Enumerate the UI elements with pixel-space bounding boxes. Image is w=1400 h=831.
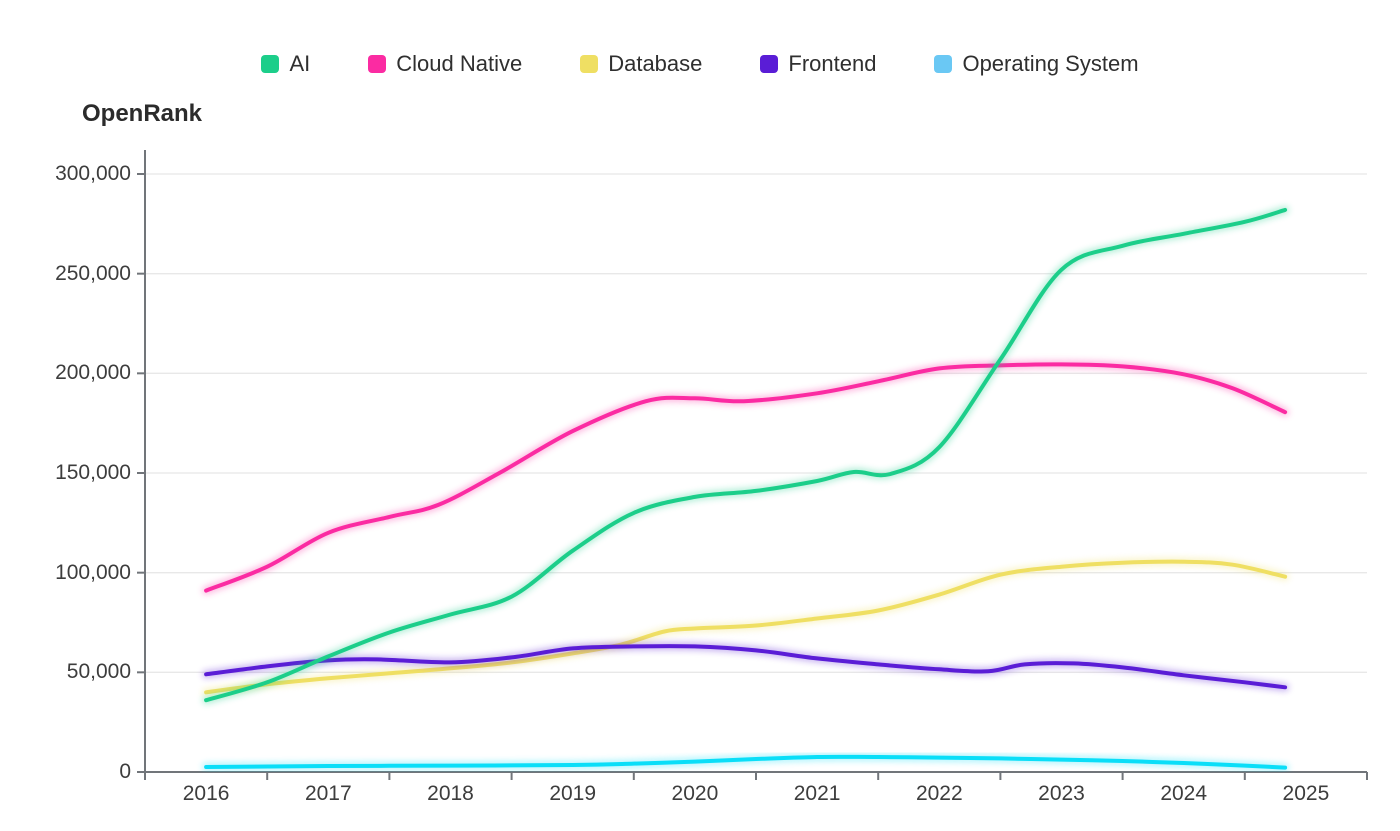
y-axis-label: 150,000 xyxy=(55,461,131,484)
y-axis-label: 300,000 xyxy=(55,162,131,185)
series-line-operating-system xyxy=(204,754,1288,770)
legend-item-database[interactable]: Database xyxy=(580,53,702,75)
x-axis-label: 2017 xyxy=(304,782,352,805)
legend-item-operating-system[interactable]: Operating System xyxy=(934,51,1139,76)
legend-swatch-icon-frontend xyxy=(760,55,779,73)
series-glow-cloud-native xyxy=(202,360,1290,595)
y-axis-label: 100,000 xyxy=(55,560,131,584)
legend-item-cloud-native[interactable]: Cloud Native xyxy=(368,53,522,75)
legend-label: Frontend xyxy=(788,51,877,76)
legend-item-ai[interactable]: AI xyxy=(261,53,310,75)
x-axis-label: 2016 xyxy=(182,782,230,805)
legend-label: Database xyxy=(608,51,703,76)
legend-label: Operating System xyxy=(962,51,1139,76)
legend-swatch-icon-operating-system xyxy=(934,55,953,73)
legend-item-frontend[interactable]: Frontend xyxy=(760,53,876,75)
y-axis-label: 0 xyxy=(119,760,131,783)
x-axis-label: 2021 xyxy=(793,782,841,805)
x-axis-label: 2025 xyxy=(1282,782,1330,805)
legend-swatch-icon-database xyxy=(580,55,599,73)
x-axis-label: 2019 xyxy=(549,782,597,805)
x-axis-label: 2022 xyxy=(915,782,963,805)
series-line-frontend xyxy=(204,644,1288,690)
legend-swatch-icon-ai xyxy=(261,55,280,73)
chart-title: OpenRank xyxy=(82,100,203,127)
x-axis-label: 2024 xyxy=(1160,782,1208,805)
x-axis-label: 2018 xyxy=(427,782,474,805)
legend-label: AI xyxy=(289,51,311,76)
y-axis-label: 50,000 xyxy=(66,660,131,684)
y-axis-label: 250,000 xyxy=(55,261,131,285)
x-axis-label: 2023 xyxy=(1038,782,1085,805)
legend-label: Cloud Native xyxy=(396,51,523,76)
chart-legend: AI Cloud Native Database Frontend Operating … xyxy=(0,48,1400,80)
x-axis-label: 2020 xyxy=(671,782,719,805)
series-line-ai xyxy=(204,207,1288,703)
y-axis-label: 200,000 xyxy=(55,361,131,385)
legend-swatch-icon-cloud-native xyxy=(368,55,387,73)
series-line-cloud-native xyxy=(204,362,1288,593)
series-line-database xyxy=(204,559,1288,695)
